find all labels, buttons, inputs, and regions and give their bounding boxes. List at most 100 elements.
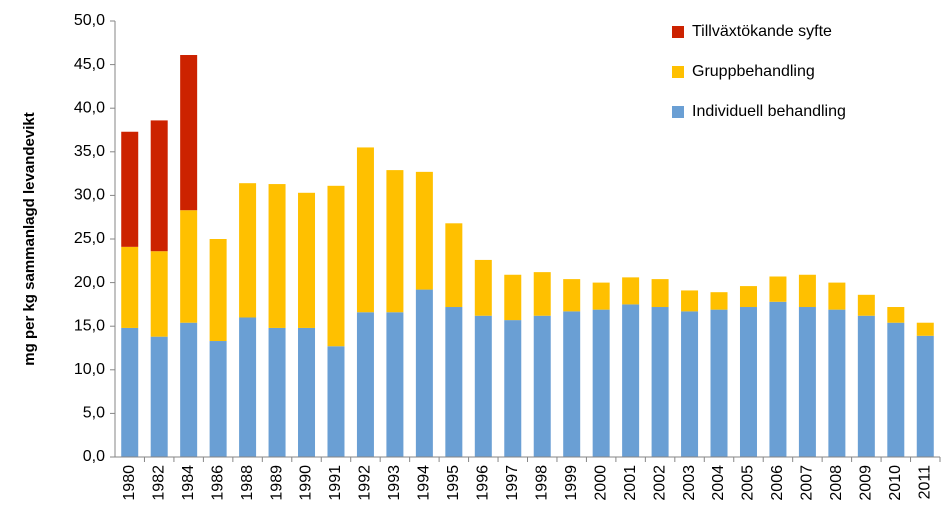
bar-segment <box>563 279 581 312</box>
bar-segment <box>356 312 374 457</box>
bar-segment <box>504 274 522 321</box>
bar-segment <box>474 315 492 457</box>
legend-label: Individuell behandling <box>692 103 846 120</box>
x-tick-label: 1991 <box>327 465 344 501</box>
bar-segment <box>739 307 757 457</box>
legend-swatch <box>672 66 684 78</box>
bar-segment <box>651 307 669 457</box>
bar-segment <box>710 309 728 457</box>
bar-segment <box>180 322 198 457</box>
x-tick-label: 2009 <box>858 465 875 501</box>
bar-segment <box>622 304 640 457</box>
bar-segment <box>857 315 875 457</box>
x-tick-label: 2003 <box>681 465 698 501</box>
x-tick-label: 1989 <box>268 465 285 501</box>
bar-segment <box>474 259 492 316</box>
bar-segment <box>386 312 404 457</box>
bar-segment <box>415 289 433 457</box>
y-tick-label: 0,0 <box>83 448 105 465</box>
bar-segment <box>710 292 728 310</box>
bar-segment <box>386 170 404 313</box>
x-tick-label: 1992 <box>357 465 374 501</box>
bar-segment <box>445 307 463 457</box>
y-tick-label: 10,0 <box>74 361 105 378</box>
y-tick-label: 5,0 <box>83 405 105 422</box>
bar-segment <box>209 341 227 457</box>
x-tick-label: 1993 <box>386 465 403 501</box>
bar-segment <box>209 239 227 342</box>
bar-segment <box>150 336 168 457</box>
x-tick-label: 1995 <box>445 465 462 501</box>
bar-segment <box>445 223 463 308</box>
bar-segment <box>681 290 699 312</box>
bar-segment <box>857 294 875 316</box>
x-tick-label: 2001 <box>622 465 639 501</box>
bar-segment <box>298 192 316 328</box>
bar-segment <box>504 320 522 457</box>
bar-segment <box>415 171 433 290</box>
bar-segment <box>327 346 345 457</box>
bar-segment <box>563 311 581 457</box>
bar-segment <box>121 327 139 457</box>
bar-segment <box>651 279 669 308</box>
bar-segment <box>592 309 610 457</box>
bar-segment <box>150 120 168 252</box>
legend-swatch <box>672 106 684 118</box>
bar-segment <box>828 282 846 310</box>
y-tick-label: 40,0 <box>74 99 105 116</box>
bar-segment <box>769 301 787 457</box>
bar-segment <box>268 327 286 457</box>
bar-segment <box>239 183 257 318</box>
bar-segment <box>268 184 286 328</box>
bar-segment <box>121 246 139 328</box>
bar-segment <box>150 251 168 337</box>
bar-segment <box>121 131 139 247</box>
bar-segment <box>622 277 640 305</box>
bar-segment <box>533 315 551 457</box>
bar-segment <box>533 272 551 316</box>
bar-segment <box>356 147 374 313</box>
bar-segment <box>887 307 905 323</box>
bar-segment <box>916 335 934 457</box>
y-tick-label: 50,0 <box>74 12 105 29</box>
bar-segment <box>592 282 610 310</box>
bar-segment <box>798 307 816 457</box>
bar-segment <box>298 327 316 457</box>
bar-segment <box>180 55 198 211</box>
y-tick-label: 30,0 <box>74 187 105 204</box>
x-tick-label: 1980 <box>121 465 138 501</box>
bar-segment <box>798 274 816 308</box>
y-tick-label: 15,0 <box>74 317 105 334</box>
legend-swatch <box>672 26 684 38</box>
x-tick-label: 2000 <box>592 465 609 501</box>
x-tick-label: 1996 <box>475 465 492 501</box>
x-tick-label: 2005 <box>740 465 757 501</box>
bar-segment <box>739 286 757 308</box>
bar-segment <box>681 311 699 457</box>
bar-segment <box>828 309 846 457</box>
legend-label: Tillväxtökande syfte <box>692 23 832 40</box>
x-tick-label: 1994 <box>416 465 433 501</box>
bar-segment <box>916 322 934 336</box>
x-tick-label: 1984 <box>180 465 197 501</box>
x-tick-label: 2002 <box>651 465 668 501</box>
y-axis-label: mg per kg sammanlagd levandevikt <box>21 112 38 365</box>
y-tick-label: 25,0 <box>74 230 105 247</box>
x-tick-label: 1988 <box>239 465 256 501</box>
x-tick-label: 1998 <box>533 465 550 501</box>
x-tick-label: 1986 <box>209 465 226 501</box>
y-tick-label: 20,0 <box>74 274 105 291</box>
x-tick-label: 1999 <box>563 465 580 501</box>
x-tick-label: 2010 <box>887 465 904 501</box>
y-tick-label: 45,0 <box>74 56 105 73</box>
x-tick-label: 2004 <box>710 465 727 501</box>
legend-label: Gruppbehandling <box>692 63 815 80</box>
bar-segment <box>887 322 905 457</box>
x-tick-label: 1997 <box>504 465 521 501</box>
x-tick-label: 1990 <box>298 465 315 501</box>
bar-segment <box>327 185 345 347</box>
bar-segment <box>769 276 787 302</box>
bar-segment <box>180 210 198 323</box>
y-tick-label: 35,0 <box>74 143 105 160</box>
